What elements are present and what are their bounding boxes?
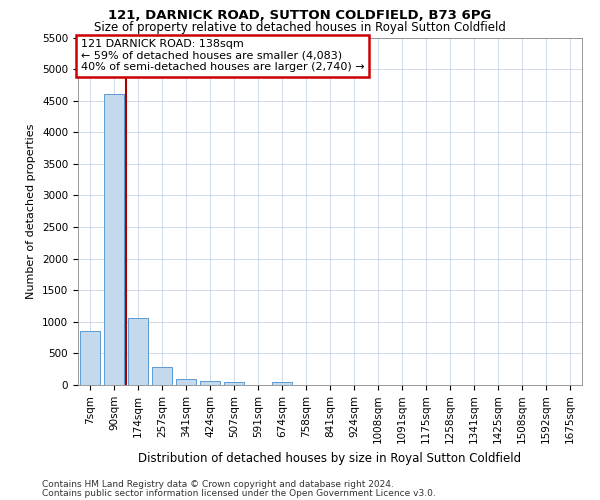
- Text: 121 DARNICK ROAD: 138sqm
← 59% of detached houses are smaller (4,083)
40% of sem: 121 DARNICK ROAD: 138sqm ← 59% of detach…: [80, 39, 364, 72]
- X-axis label: Distribution of detached houses by size in Royal Sutton Coldfield: Distribution of detached houses by size …: [139, 452, 521, 465]
- Bar: [200, 380, 220, 385]
- Bar: [152, 368, 172, 385]
- Bar: [272, 382, 292, 385]
- Bar: [80, 332, 100, 385]
- Text: 121, DARNICK ROAD, SUTTON COLDFIELD, B73 6PG: 121, DARNICK ROAD, SUTTON COLDFIELD, B73…: [109, 9, 491, 22]
- Y-axis label: Number of detached properties: Number of detached properties: [26, 124, 37, 299]
- Bar: [104, 94, 124, 385]
- Bar: [224, 382, 244, 385]
- Text: Contains HM Land Registry data © Crown copyright and database right 2024.: Contains HM Land Registry data © Crown c…: [42, 480, 394, 489]
- Bar: [176, 380, 196, 385]
- Text: Contains public sector information licensed under the Open Government Licence v3: Contains public sector information licen…: [42, 488, 436, 498]
- Text: Size of property relative to detached houses in Royal Sutton Coldfield: Size of property relative to detached ho…: [94, 22, 506, 35]
- Bar: [128, 318, 148, 385]
